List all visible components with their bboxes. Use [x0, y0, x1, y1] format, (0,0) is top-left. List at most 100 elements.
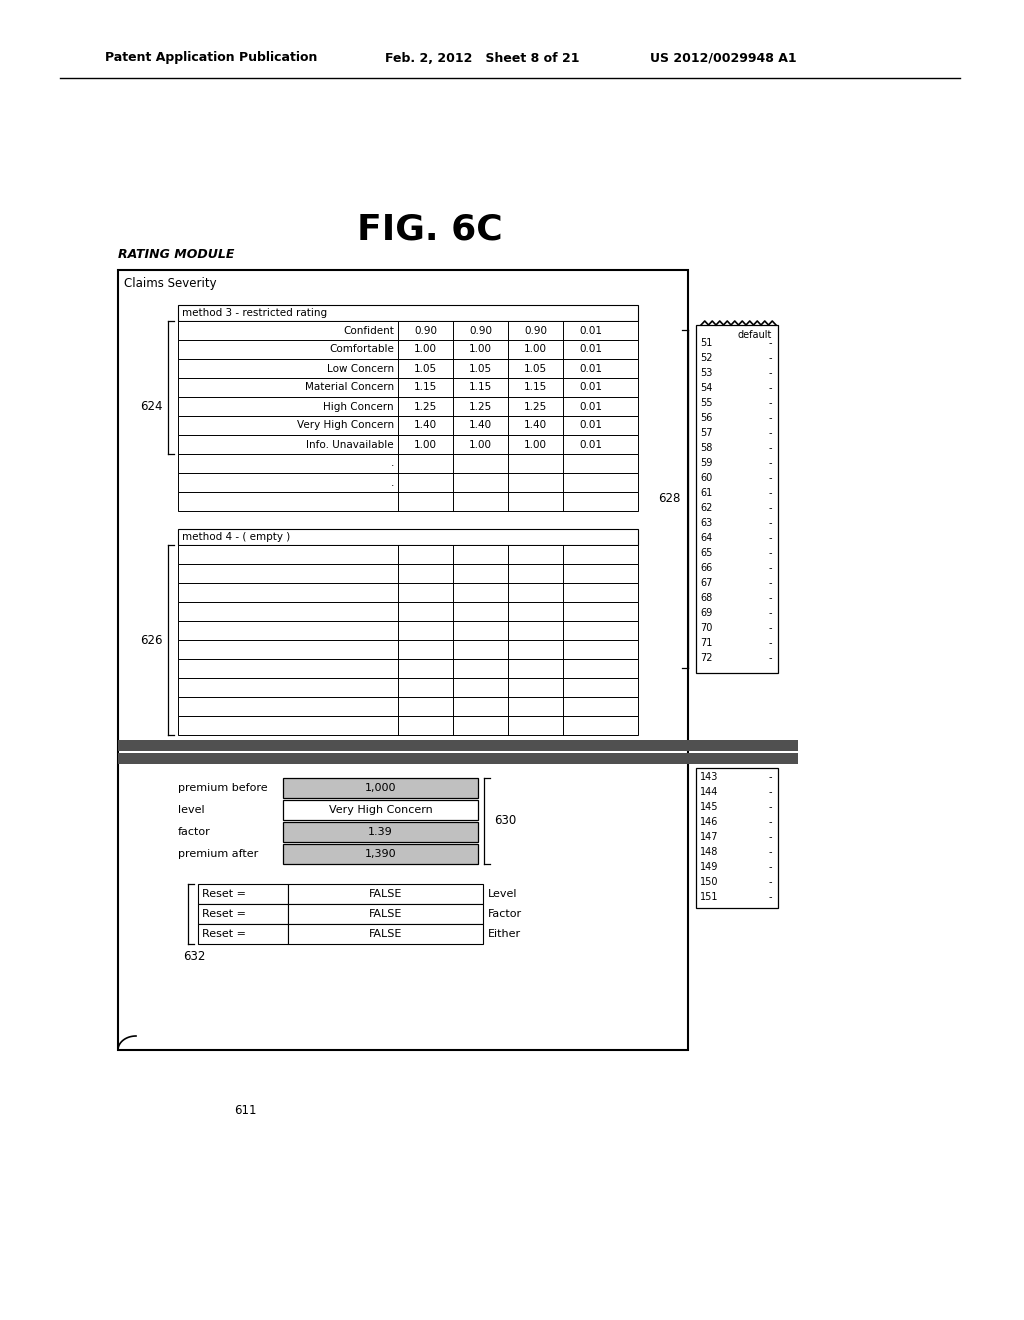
Text: 59: 59: [700, 458, 713, 469]
Text: -: -: [768, 862, 772, 873]
Text: default: default: [737, 330, 772, 341]
Bar: [178, 321, 638, 341]
Bar: [696, 741, 778, 751]
Text: -: -: [768, 338, 772, 348]
Text: 611: 611: [233, 1104, 256, 1117]
Text: Reset =: Reset =: [202, 929, 246, 939]
Text: 143: 143: [700, 772, 719, 781]
Text: 1.25: 1.25: [524, 401, 547, 412]
Text: Level: Level: [488, 888, 517, 899]
Text: 624: 624: [140, 400, 163, 413]
Text: 626: 626: [140, 634, 163, 647]
Bar: [178, 341, 638, 359]
Text: 149: 149: [700, 862, 719, 873]
Text: -: -: [768, 564, 772, 573]
Text: 51: 51: [700, 338, 713, 348]
Text: -: -: [768, 352, 772, 363]
Text: 0.90: 0.90: [414, 326, 437, 335]
Text: -: -: [768, 473, 772, 483]
Bar: [178, 416, 638, 436]
Bar: [178, 436, 638, 454]
Text: 1,000: 1,000: [365, 783, 396, 793]
Text: -: -: [768, 803, 772, 812]
Text: -: -: [768, 832, 772, 842]
Text: 0.01: 0.01: [579, 440, 602, 450]
Text: .: .: [390, 478, 394, 487]
Bar: [178, 640, 638, 659]
Bar: [118, 271, 688, 1049]
Text: 64: 64: [700, 533, 713, 543]
Text: -: -: [768, 368, 772, 378]
Bar: [283, 843, 478, 865]
Bar: [178, 473, 638, 492]
Text: 0.01: 0.01: [579, 363, 602, 374]
Text: 0.01: 0.01: [579, 383, 602, 392]
Text: Low Concern: Low Concern: [327, 363, 394, 374]
Text: -: -: [768, 787, 772, 797]
Text: -: -: [768, 653, 772, 663]
Bar: [288, 924, 483, 944]
Text: 57: 57: [700, 428, 713, 438]
Text: 69: 69: [700, 609, 713, 618]
Text: 147: 147: [700, 832, 719, 842]
Bar: [178, 678, 638, 697]
Text: 0.01: 0.01: [579, 326, 602, 335]
Text: 145: 145: [700, 803, 719, 812]
Text: -: -: [768, 399, 772, 408]
Text: Very High Concern: Very High Concern: [297, 421, 394, 430]
Bar: [696, 768, 778, 908]
Text: Claims Severity: Claims Severity: [124, 277, 217, 290]
Bar: [178, 564, 638, 583]
Text: -: -: [768, 488, 772, 498]
Text: 1.40: 1.40: [414, 421, 437, 430]
Text: 54: 54: [700, 383, 713, 393]
Text: Reset =: Reset =: [202, 888, 246, 899]
Text: 56: 56: [700, 413, 713, 422]
Text: 1.40: 1.40: [524, 421, 547, 430]
Text: 632: 632: [183, 949, 206, 962]
Text: 60: 60: [700, 473, 713, 483]
Bar: [118, 752, 798, 764]
Text: 0.90: 0.90: [469, 326, 492, 335]
Text: -: -: [768, 609, 772, 618]
Text: RATING MODULE: RATING MODULE: [118, 248, 234, 261]
Text: Either: Either: [488, 929, 521, 939]
Text: Info. Unavailable: Info. Unavailable: [306, 440, 394, 450]
Text: -: -: [768, 444, 772, 453]
Bar: [198, 924, 288, 944]
Text: 1.00: 1.00: [524, 345, 547, 355]
Text: FIG. 6C: FIG. 6C: [357, 213, 503, 247]
Text: 1.00: 1.00: [414, 345, 437, 355]
Text: Material Concern: Material Concern: [305, 383, 394, 392]
Bar: [178, 620, 638, 640]
Bar: [696, 325, 778, 673]
Text: premium before: premium before: [178, 783, 267, 793]
Text: Confident: Confident: [343, 326, 394, 335]
Text: 630: 630: [494, 814, 516, 828]
Text: 0.01: 0.01: [579, 345, 602, 355]
Text: -: -: [768, 892, 772, 902]
Text: -: -: [768, 458, 772, 469]
Text: 72: 72: [700, 653, 713, 663]
Text: FALSE: FALSE: [369, 909, 402, 919]
Text: 1.25: 1.25: [469, 401, 493, 412]
Text: -: -: [768, 548, 772, 558]
Text: 1.05: 1.05: [524, 363, 547, 374]
Text: 63: 63: [700, 517, 713, 528]
Bar: [118, 741, 798, 751]
Bar: [178, 583, 638, 602]
Text: -: -: [768, 428, 772, 438]
Text: 1.00: 1.00: [414, 440, 437, 450]
Bar: [283, 777, 478, 799]
Bar: [288, 884, 483, 904]
Text: Very High Concern: Very High Concern: [329, 805, 432, 814]
Bar: [198, 904, 288, 924]
Bar: [178, 378, 638, 397]
Text: FALSE: FALSE: [369, 929, 402, 939]
Text: 148: 148: [700, 847, 719, 857]
Bar: [178, 454, 638, 473]
Text: 1.15: 1.15: [414, 383, 437, 392]
Text: Feb. 2, 2012   Sheet 8 of 21: Feb. 2, 2012 Sheet 8 of 21: [385, 51, 580, 65]
Text: Comfortable: Comfortable: [329, 345, 394, 355]
Bar: [178, 359, 638, 378]
